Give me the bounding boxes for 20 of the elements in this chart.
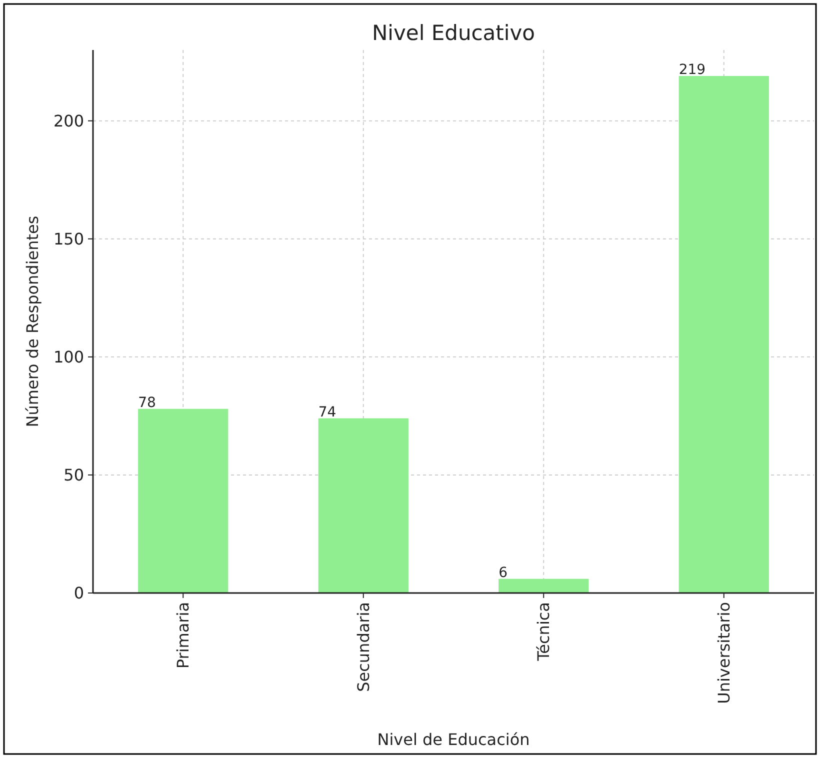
y-tick-label: 100 — [53, 348, 84, 367]
data-label: 6 — [498, 564, 508, 581]
x-tick-label: Secundaria — [354, 602, 373, 692]
data-label: 219 — [678, 62, 706, 78]
y-tick-label: 0 — [74, 584, 84, 603]
y-tick-label: 50 — [64, 466, 84, 485]
x-tick-label: Universitario — [714, 602, 734, 704]
chart-title: Nivel Educativo — [372, 21, 536, 45]
y-tick-label: 200 — [53, 111, 84, 130]
bar — [138, 408, 228, 593]
bar — [678, 76, 769, 593]
data-label: 78 — [138, 394, 156, 411]
y-tick-label: 150 — [53, 229, 84, 248]
x-tick-label: Técnica — [534, 602, 554, 662]
x-tick-label: Primaria — [174, 602, 193, 669]
x-axis-title: Nivel de Educación — [377, 730, 530, 749]
bar — [318, 418, 408, 593]
bar — [498, 578, 589, 593]
y-axis-title: Número de Respondientes — [23, 216, 42, 428]
data-label: 74 — [318, 404, 336, 420]
